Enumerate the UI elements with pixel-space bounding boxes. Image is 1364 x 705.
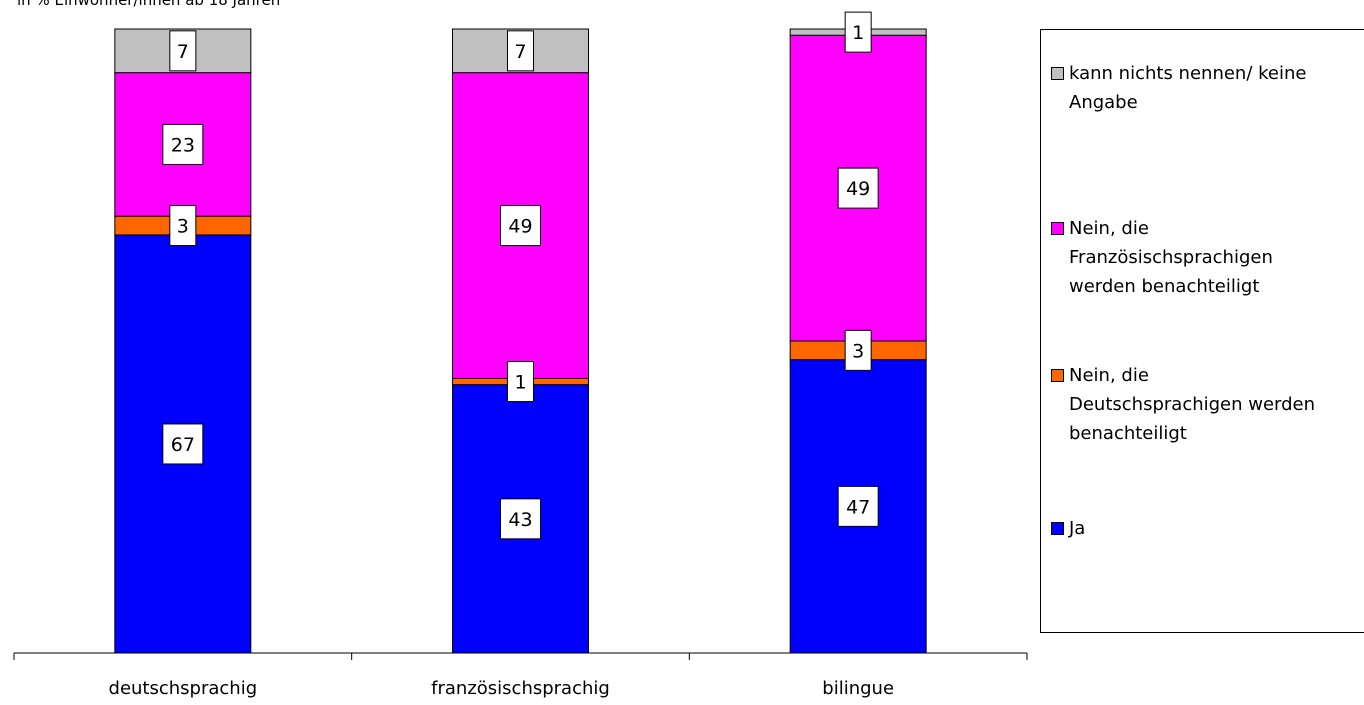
data-label-box-1-3 bbox=[507, 30, 534, 72]
data-label-2-1: 3 bbox=[852, 340, 864, 362]
legend-label-ja: Ja bbox=[1069, 518, 1086, 539]
data-label-box-2-0 bbox=[837, 485, 879, 527]
legend-swatch-ja bbox=[1051, 522, 1064, 535]
data-label-2-2: 49 bbox=[846, 178, 870, 200]
legend-label-deutsch-benachteiligt: Nein, die Deutschsprachigen werden benac… bbox=[1069, 365, 1316, 444]
legend-item-deutsch-benachteiligt: Nein, die Deutschsprachigen werden benac… bbox=[1051, 361, 1364, 448]
chart-subtitle: in % Einwohner/innen ab 18 Jahren bbox=[17, 0, 281, 9]
legend-label-keine-angabe: kann nichts nennen/ keine Angabe bbox=[1069, 63, 1307, 113]
data-label-box-2-2 bbox=[837, 167, 879, 209]
data-label-0-3: 7 bbox=[177, 41, 189, 63]
data-label-1-2: 49 bbox=[508, 216, 532, 238]
legend-item-franzoesisch-benachteiligt: Nein, die Französischsprachigen werden b… bbox=[1051, 214, 1364, 301]
data-label-box-1-1 bbox=[507, 361, 534, 403]
data-label-0-0: 67 bbox=[171, 434, 195, 456]
stacked-bar-chart: 67 3 23 7 43 1 49 7 47 3 49 1 deutschsprachig französ… bbox=[13, 11, 1028, 699]
data-label-2-3: 1 bbox=[852, 22, 864, 44]
x-tick-label-2: bilingue bbox=[822, 678, 894, 699]
data-label-box-1-0 bbox=[500, 498, 541, 540]
data-label-box-1-2 bbox=[500, 205, 541, 247]
legend-swatch-deutsch-benachteiligt bbox=[1051, 369, 1064, 382]
x-tick-label-0: deutschsprachig bbox=[109, 678, 258, 699]
data-label-1-0: 43 bbox=[508, 509, 532, 531]
legend-swatch-franzoesisch-benachteiligt bbox=[1051, 222, 1064, 235]
data-label-box-0-3 bbox=[169, 30, 197, 72]
data-label-box-0-0 bbox=[162, 423, 204, 465]
chart-legend: kann nichts nennen/ keine Angabe Nein, d… bbox=[1040, 29, 1364, 633]
data-label-2-0: 47 bbox=[846, 496, 870, 518]
x-tick-label-1: französischsprachig bbox=[431, 678, 610, 699]
data-label-box-2-1 bbox=[844, 329, 872, 371]
data-label-box-2-3 bbox=[844, 11, 872, 53]
data-label-box-0-1 bbox=[169, 205, 197, 247]
legend-swatch-keine-angabe bbox=[1051, 67, 1064, 80]
data-label-0-1: 3 bbox=[177, 216, 189, 238]
legend-item-ja: Ja bbox=[1051, 514, 1364, 543]
data-label-box-0-2 bbox=[162, 123, 204, 165]
data-label-1-1: 1 bbox=[514, 372, 526, 394]
legend-label-franzoesisch-benachteiligt: Nein, die Französischsprachigen werden b… bbox=[1069, 218, 1273, 297]
data-label-1-3: 7 bbox=[514, 41, 526, 63]
legend-item-keine-angabe: kann nichts nennen/ keine Angabe bbox=[1051, 59, 1364, 117]
data-label-0-2: 23 bbox=[171, 134, 195, 156]
